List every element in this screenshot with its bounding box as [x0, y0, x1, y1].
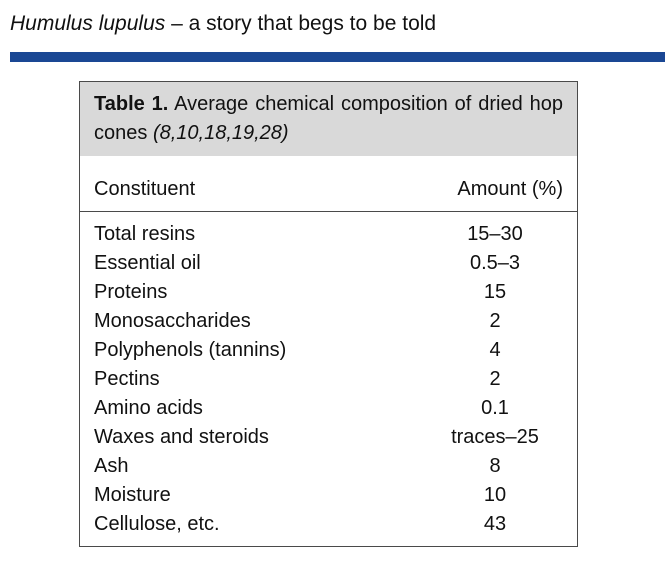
amount-cell: 8 [489, 455, 501, 477]
running-head-title: – a story that begs to be told [165, 12, 437, 35]
amount-cell: 15 [483, 281, 507, 303]
constituent-cell: Amino acids [94, 397, 203, 419]
table-title: Average chemical composition of dried ho… [94, 93, 563, 144]
table-row: Amino acids 0.1 [80, 394, 577, 423]
table-row: Proteins 15 [80, 278, 577, 307]
constituent-cell: Pectins [94, 368, 160, 390]
table-row: Pectins 2 [80, 365, 577, 394]
amount-cell: 0.5–3 [469, 252, 521, 274]
amount-cell: 43 [483, 513, 507, 535]
table-body: Total resins 15–30 Essential oil 0.5–3 P… [80, 220, 577, 539]
table-row: Polyphenols (tannins) 4 [80, 336, 577, 365]
amount-cell: 0.1 [481, 397, 509, 419]
amount-cell: 10 [483, 484, 507, 506]
constituent-cell: Cellulose, etc. [94, 513, 220, 535]
table-row: Monosaccharides 2 [80, 307, 577, 336]
header-divider [80, 211, 577, 212]
table-row: Cellulose, etc. 43 [80, 510, 577, 539]
amount-cell: 4 [489, 339, 501, 361]
table-row: Moisture 10 [80, 481, 577, 510]
constituent-cell: Essential oil [94, 252, 201, 274]
header-rule [10, 52, 665, 62]
table-row: Total resins 15–30 [80, 220, 577, 249]
table-label: Table 1. [94, 93, 169, 115]
amount-cell: 2 [489, 310, 501, 332]
running-head-species: Humulus lupulus [10, 12, 166, 35]
constituent-cell: Polyphenols (tannins) [94, 339, 287, 361]
table-row: Essential oil 0.5–3 [80, 249, 577, 278]
constituent-cell: Moisture [94, 484, 171, 506]
constituent-cell: Ash [94, 455, 129, 477]
constituent-cell: Total resins [94, 223, 196, 245]
constituent-cell: Waxes and steroids [94, 426, 269, 448]
table-references: (8,10,18,19,28) [152, 122, 289, 144]
table-caption: Table 1. Average chemical composition of… [80, 82, 577, 156]
constituent-cell: Proteins [94, 281, 168, 303]
table-row: Waxes and steroids traces–25 [80, 423, 577, 452]
running-head: Humulus lupulus – a story that begs to b… [10, 10, 436, 38]
constituent-cell: Monosaccharides [94, 310, 251, 332]
amount-cell: 2 [489, 368, 501, 390]
amount-cell: 15–30 [467, 223, 523, 245]
data-table: Table 1. Average chemical composition of… [79, 81, 578, 547]
table-row: Ash 8 [80, 452, 577, 481]
column-header-amount: Amount (%) [457, 178, 563, 200]
column-header-constituent: Constituent [94, 178, 196, 200]
amount-cell: traces–25 [451, 426, 539, 448]
